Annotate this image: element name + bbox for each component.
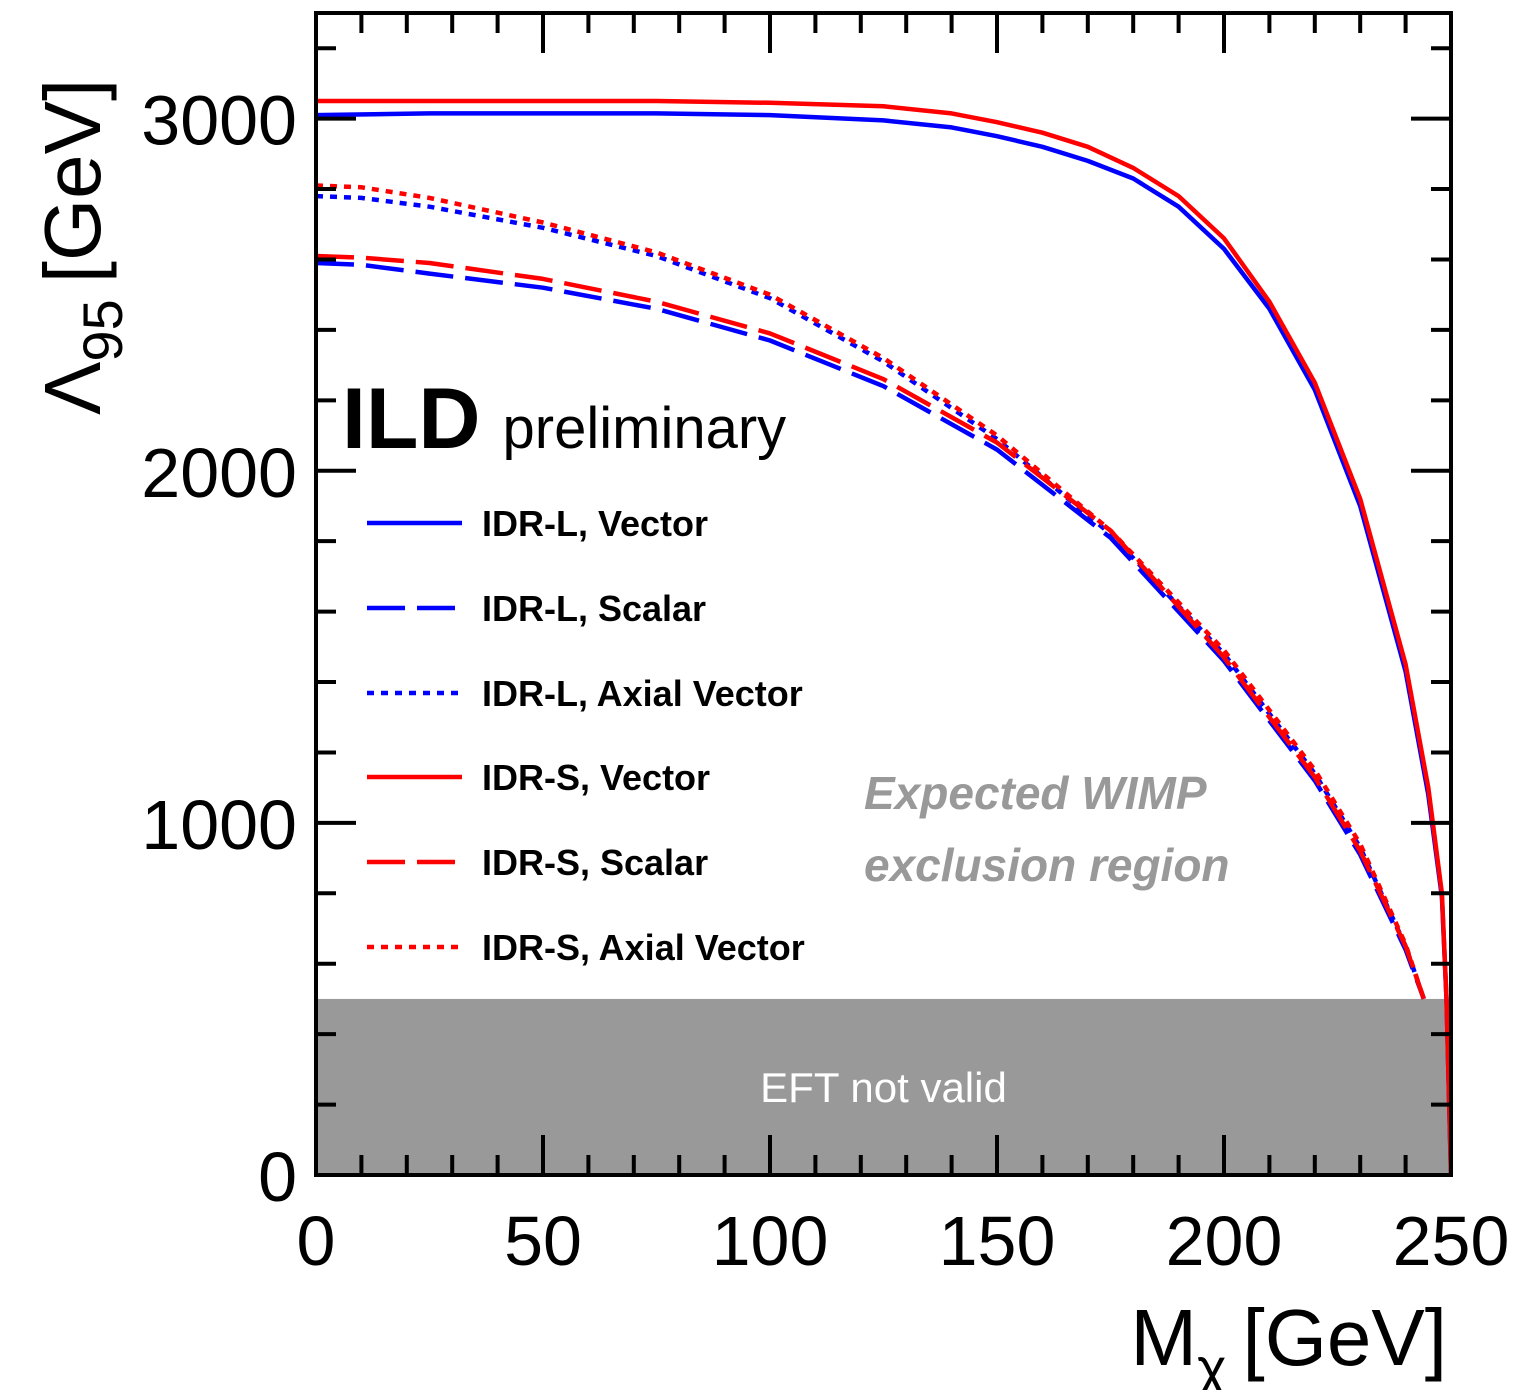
x-tick-label: 50 <box>504 1202 582 1280</box>
y-tick-label: 1000 <box>141 786 297 864</box>
x-axis-tick-labels: 0 50 100 150 200 250 <box>297 1202 1510 1280</box>
eft-invalid-label: EFT not valid <box>760 1064 1007 1111</box>
x-tick-label: 100 <box>712 1202 829 1280</box>
eft-invalid-band <box>316 998 1451 1175</box>
x-tick-label: 150 <box>939 1202 1056 1280</box>
legend-label-5: IDR-S, Scalar <box>482 842 708 883</box>
y-axis-title-unit: [GeV] <box>28 79 117 284</box>
series-line-4 <box>316 98 1451 1175</box>
legend-label-2: IDR-L, Scalar <box>482 588 706 629</box>
exclusion-annotation-line1: Expected WIMP <box>864 767 1207 819</box>
legend-label-4: IDR-S, Vector <box>482 757 710 798</box>
y-tick-label: 3000 <box>141 82 297 160</box>
series-line-2 <box>316 260 1426 1000</box>
axis-ticks <box>314 13 1453 1177</box>
series-line-5 <box>316 253 1426 1000</box>
y-axis-title-subscript: 95 <box>71 299 134 361</box>
y-axis-title-symbol: Λ <box>28 361 117 415</box>
x-axis-title: Mχ [GeV] <box>1130 1293 1447 1390</box>
ild-brand: ILD preliminary <box>342 371 786 467</box>
legend-label-6: IDR-S, Axial Vector <box>482 927 805 968</box>
x-tick-label: 250 <box>1393 1202 1510 1280</box>
legend: IDR-L, Vector IDR-L, Scalar IDR-L, Axial V… <box>367 503 805 968</box>
series-layer <box>316 98 1451 1175</box>
y-tick-label: 2000 <box>141 434 297 512</box>
x-axis-title-unit: [GeV] <box>1242 1293 1447 1382</box>
exclusion-annotation-line2: exclusion region <box>864 839 1230 891</box>
legend-label-3: IDR-L, Axial Vector <box>482 673 803 714</box>
plot-frame <box>314 11 1453 1177</box>
x-tick-label: 200 <box>1166 1202 1283 1280</box>
y-axis-title: Λ95 [GeV] <box>28 79 134 415</box>
x-tick-label: 0 <box>297 1202 336 1280</box>
y-tick-label: 0 <box>258 1138 297 1216</box>
y-axis-tick-labels: 0 1000 2000 3000 <box>141 82 297 1216</box>
ild-brand-preliminary: preliminary <box>503 396 787 461</box>
ild-brand-bold: ILD <box>342 371 481 467</box>
x-axis-title-subscript: χ <box>1197 1336 1226 1390</box>
x-axis-title-symbol: M <box>1130 1293 1197 1382</box>
legend-label-1: IDR-L, Vector <box>482 503 708 544</box>
